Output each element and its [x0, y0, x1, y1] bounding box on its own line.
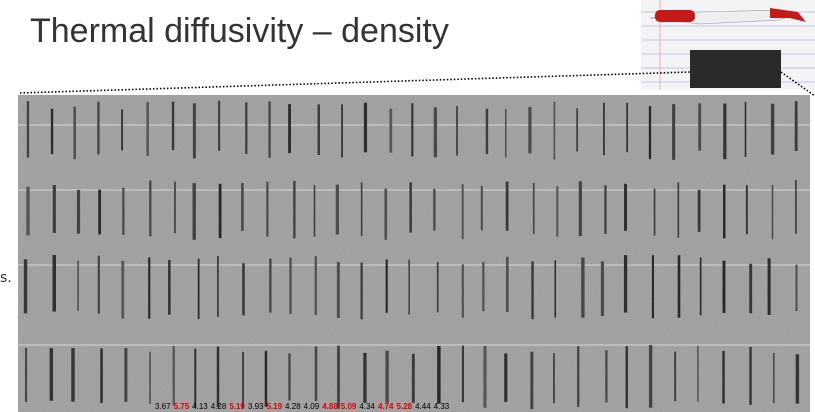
inset-photo [641, 0, 815, 90]
side-text: s. [0, 270, 12, 286]
measurement: 4.44 [415, 402, 431, 411]
slide-title: Thermal diffusivity – density [30, 12, 449, 50]
measurements: 3.67 5.75 4.13 4.28 5.19 3.93 5.19 4.28 4.09 4.88… [155, 402, 450, 411]
measurement: 4.28 [285, 402, 301, 411]
measurement: 4.74 [378, 402, 394, 411]
measurement: 3.93 [248, 402, 264, 411]
measurement: 5.19 [266, 402, 282, 411]
scan-image [18, 95, 810, 412]
measurement: 3.67 [155, 402, 171, 411]
measurement: 4.33 [434, 402, 450, 411]
measurement: 5.28 [397, 402, 413, 411]
measurement: 4.88 [322, 402, 338, 411]
leader-line [19, 71, 691, 94]
measurement: 4.13 [192, 402, 208, 411]
measurement: 4.09 [304, 402, 320, 411]
measurement: 5.19 [229, 402, 245, 411]
measurement: 4.34 [359, 402, 375, 411]
measurement: 5.75 [174, 402, 190, 411]
measurement: 5.09 [341, 402, 357, 411]
measurement: 4.28 [211, 402, 227, 411]
